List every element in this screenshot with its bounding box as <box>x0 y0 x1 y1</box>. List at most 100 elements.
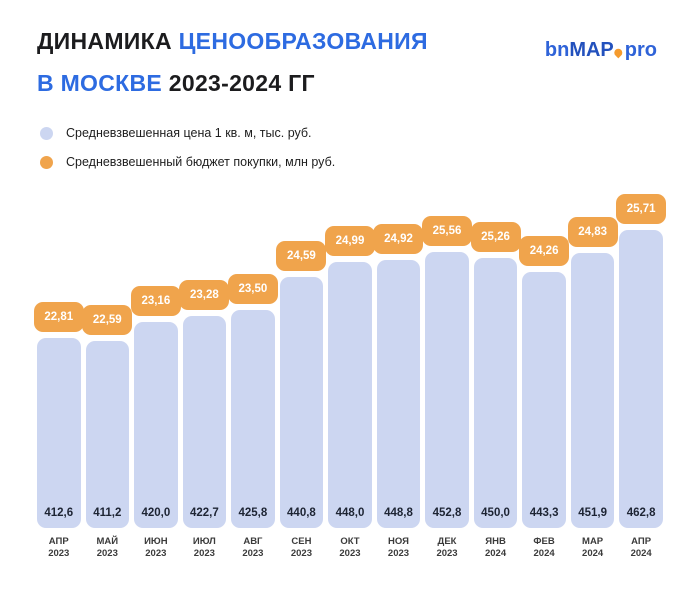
budget-badge: 22,59 <box>82 305 133 335</box>
x-axis-year: 2023 <box>339 548 361 559</box>
price-value-label: 411,2 <box>93 507 122 519</box>
x-axis-year: 2024 <box>630 548 652 559</box>
x-axis-year: 2024 <box>582 548 604 559</box>
logo-bnmap-pro: bn MAP pro <box>545 40 657 60</box>
location-pin-icon <box>612 47 624 59</box>
bar-column: 25,26 450,0 ЯНВ 2024 <box>470 222 521 562</box>
bar-column: 24,92 448,8 НОЯ 2023 <box>373 224 424 562</box>
x-axis-year: 2024 <box>533 548 555 559</box>
price-bar: 425,8 <box>231 310 275 528</box>
budget-badge: 23,16 <box>130 286 181 316</box>
x-axis-month: ФЕВ <box>533 536 555 547</box>
title-part-pricing: ЦЕНООБРАЗОВАНИЯ <box>178 28 428 54</box>
x-axis-label: ОКТ 2023 <box>339 528 360 562</box>
x-axis-label: НОЯ 2023 <box>388 528 409 562</box>
legend-label-price: Средневзвешенная цена 1 кв. м, тыс. руб. <box>66 126 312 140</box>
x-axis-month: ИЮН <box>144 536 168 547</box>
price-value-label: 425,8 <box>238 507 268 519</box>
x-axis-label: ДЕК 2023 <box>436 528 457 562</box>
page-title-line1: ДИНАМИКА ЦЕНООБРАЗОВАНИЯ <box>37 30 428 53</box>
price-bar: 420,0 <box>134 322 178 528</box>
x-axis-month: СЕН <box>291 536 312 547</box>
title-part-moscow: В МОСКВЕ <box>37 70 163 96</box>
x-axis-year: 2023 <box>48 548 70 559</box>
bar-column: 24,99 448,0 ОКТ 2023 <box>324 226 375 562</box>
price-value-label: 422,7 <box>189 507 219 519</box>
price-value-label: 450,0 <box>481 507 510 519</box>
x-axis-label: АПР 2023 <box>48 528 69 562</box>
x-axis-month: МАЙ <box>96 536 119 547</box>
budget-badge: 24,99 <box>324 226 375 256</box>
budget-badge: 25,56 <box>422 216 473 246</box>
legend-item-price: Средневзвешенная цена 1 кв. м, тыс. руб. <box>40 126 335 140</box>
budget-badge: 25,26 <box>470 222 521 252</box>
x-axis-month: ОКТ <box>340 536 360 547</box>
price-bar: 411,2 <box>85 341 130 528</box>
price-bar: 443,3 <box>522 272 566 528</box>
bar-column: 24,59 440,8 СЕН 2023 <box>276 241 327 562</box>
logo-text-bn: bn <box>544 39 570 61</box>
budget-badge: 24,83 <box>567 217 618 247</box>
logo-text-map: MAP <box>569 39 614 61</box>
budget-badge: 23,50 <box>227 274 278 304</box>
bar-column: 22,81 412,6 АПР 2023 <box>33 302 84 562</box>
x-axis-month: ДЕК <box>437 536 457 547</box>
x-axis-year: 2023 <box>290 548 312 559</box>
x-axis-label: СЕН 2023 <box>291 528 312 562</box>
x-axis-month: ИЮЛ <box>192 536 216 547</box>
price-bar: 448,0 <box>328 262 372 528</box>
x-axis-year: 2023 <box>242 548 264 559</box>
price-bar: 412,6 <box>37 338 81 528</box>
x-axis-label: АПР 2024 <box>631 528 652 562</box>
legend-dot-price <box>40 126 53 140</box>
price-value-label: 420,0 <box>141 507 171 519</box>
price-bar: 448,8 <box>376 260 421 528</box>
bar-chart: 22,81 412,6 АПР 2023 22,59 411,2 МАЙ 2023 23,16 4… <box>33 190 667 562</box>
price-value-label: 451,9 <box>578 507 607 519</box>
x-axis-year: 2023 <box>436 548 458 559</box>
bar-column: 25,71 462,8 АПР 2024 <box>616 194 667 562</box>
bar-column: 24,83 451,9 МАР 2024 <box>567 217 618 562</box>
x-axis-label: ИЮН 2023 <box>144 528 168 562</box>
price-value-label: 412,6 <box>44 507 74 519</box>
page-title: ДИНАМИКА ЦЕНООБРАЗОВАНИЯ В МОСКВЕ 2023-2… <box>37 30 428 95</box>
x-axis-month: АВГ <box>243 536 263 547</box>
x-axis-year: 2023 <box>96 548 118 559</box>
price-value-label: 448,8 <box>384 507 413 519</box>
budget-badge: 25,71 <box>616 194 667 224</box>
price-bar: 462,8 <box>619 230 663 528</box>
x-axis-month: АПР <box>631 536 652 547</box>
page-title-line2: В МОСКВЕ 2023-2024 ГГ <box>37 72 428 95</box>
x-axis-year: 2023 <box>145 548 167 559</box>
x-axis-label: ЯНВ 2024 <box>485 528 506 562</box>
price-bar: 450,0 <box>473 258 518 528</box>
x-axis-month: АПР <box>48 536 69 547</box>
price-bar: 452,8 <box>425 252 469 528</box>
price-bar: 451,9 <box>570 253 615 528</box>
x-axis-month: ЯНВ <box>485 536 506 547</box>
x-axis-year: 2024 <box>484 548 507 559</box>
x-axis-year: 2023 <box>193 548 215 559</box>
x-axis-label: МАЙ 2023 <box>96 528 118 562</box>
budget-badge: 24,26 <box>519 236 570 266</box>
price-bar: 440,8 <box>279 277 324 528</box>
price-bar: 422,7 <box>182 316 227 528</box>
legend-label-budget: Средневзвешенный бюджет покупки, млн руб… <box>66 155 336 169</box>
budget-badge: 22,81 <box>33 302 84 332</box>
x-axis-label: ФЕВ 2024 <box>533 528 554 562</box>
legend-dot-budget <box>40 155 53 169</box>
bar-column: 24,26 443,3 ФЕВ 2024 <box>519 236 570 562</box>
price-value-label: 448,0 <box>335 507 365 519</box>
title-part-years: 2023-2024 ГГ <box>168 70 315 96</box>
bar-column: 23,50 425,8 АВГ 2023 <box>227 274 278 562</box>
logo-text-pro: pro <box>624 39 657 61</box>
bar-column: 22,59 411,2 МАЙ 2023 <box>82 305 133 562</box>
legend: Средневзвешенная цена 1 кв. м, тыс. руб.… <box>40 126 335 169</box>
legend-item-budget: Средневзвешенный бюджет покупки, млн руб… <box>40 155 335 169</box>
price-value-label: 452,8 <box>432 507 462 519</box>
bar-column: 23,16 420,0 ИЮН 2023 <box>130 286 181 562</box>
x-axis-month: МАР <box>582 536 604 547</box>
price-value-label: 443,3 <box>529 507 559 519</box>
x-axis-label: АВГ 2023 <box>242 528 263 562</box>
title-part-dynamics: ДИНАМИКА <box>37 28 172 54</box>
